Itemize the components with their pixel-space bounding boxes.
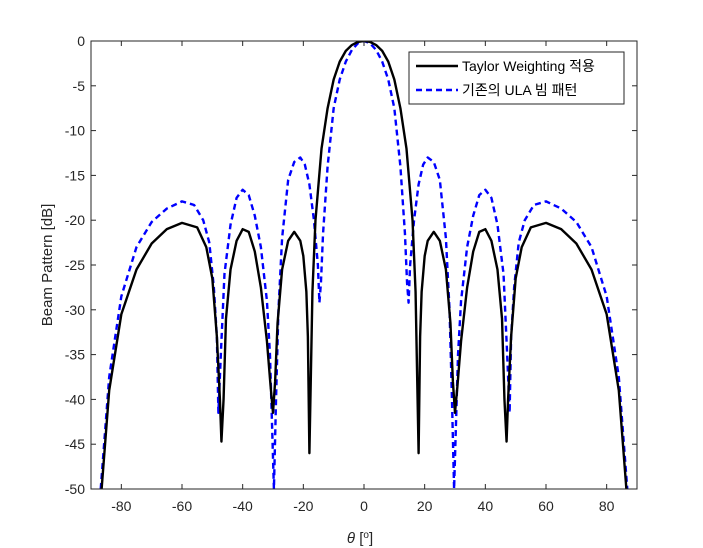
x-tick-label: 40 bbox=[478, 498, 494, 514]
x-tick-label: -40 bbox=[233, 498, 253, 514]
y-tick-label: -20 bbox=[65, 212, 85, 228]
axes-layer: -80 -60 -40 -20 0 20 40 60 80 0 -5 -10 -15 -20 -25 -30 -… bbox=[65, 33, 638, 514]
legend-label-ula: 기존의 ULA 빔 패턴 bbox=[462, 82, 577, 98]
x-tick-label: -80 bbox=[111, 498, 131, 514]
series-line-taylor bbox=[100, 41, 628, 489]
legend-box bbox=[408, 51, 625, 105]
y-tick-label: -25 bbox=[65, 257, 85, 273]
x-axis-label-bracket-open: [ bbox=[355, 530, 364, 547]
y-tick-label: -10 bbox=[65, 123, 85, 139]
x-tick-label: 20 bbox=[417, 498, 433, 514]
x-axis-label-bracket-close: ] bbox=[369, 530, 373, 547]
y-tick-label: 0 bbox=[77, 33, 85, 49]
y-tick-label: -5 bbox=[73, 78, 86, 94]
y-tick-label: -50 bbox=[65, 481, 85, 497]
y-tick-label: -35 bbox=[65, 347, 85, 363]
series-line-ula bbox=[99, 41, 629, 489]
y-tick-label: -30 bbox=[65, 302, 85, 318]
y-tick-label: -15 bbox=[65, 167, 85, 183]
x-tick-label: 60 bbox=[538, 498, 554, 514]
legend: Taylor Weighting 적용 기존의 ULA 빔 패턴 bbox=[408, 51, 625, 105]
x-tick-label: 80 bbox=[599, 498, 615, 514]
x-tick-label: -20 bbox=[293, 498, 313, 514]
x-tick-label: 0 bbox=[360, 498, 368, 514]
plot-area bbox=[91, 41, 637, 489]
y-tick-label: -45 bbox=[65, 436, 85, 452]
y-tick-label: -40 bbox=[65, 391, 85, 407]
x-axis-label-degree: o bbox=[363, 530, 369, 541]
x-tick-label: -60 bbox=[172, 498, 192, 514]
y-axis-label: Beam Pattern [dB] bbox=[39, 204, 56, 327]
series-layer bbox=[99, 41, 629, 489]
x-axis-label-theta: θ bbox=[347, 530, 355, 547]
x-axis-label: θ [o] bbox=[347, 530, 373, 547]
legend-label-taylor: Taylor Weighting 적용 bbox=[462, 58, 595, 74]
